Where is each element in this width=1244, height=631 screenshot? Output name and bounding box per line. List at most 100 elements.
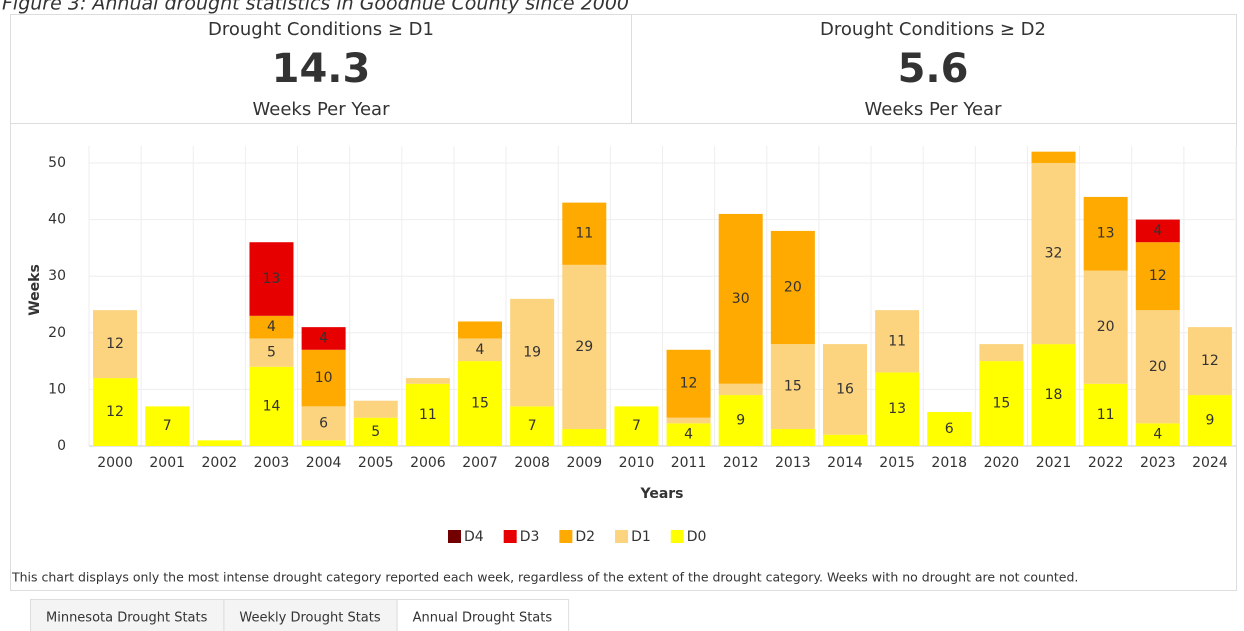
- segment-label: 13: [888, 401, 906, 417]
- segment-label: 4: [1153, 223, 1162, 239]
- segment-label: 30: [732, 291, 750, 307]
- segment-label: 15: [471, 396, 489, 412]
- legend-swatch: [615, 530, 629, 543]
- x-tick-label: 2000: [97, 455, 133, 471]
- legend-swatch: [559, 530, 573, 543]
- stat-unit: Weeks Per Year: [253, 99, 391, 120]
- segment-label: 20: [784, 280, 802, 296]
- x-tick-label: 2010: [619, 455, 655, 471]
- bar-segment: [770, 429, 815, 446]
- legend-label: D1: [631, 529, 651, 545]
- x-tick-label: 2003: [254, 455, 290, 471]
- stat-value: 5.6: [898, 46, 969, 92]
- stat-value: 14.3: [272, 46, 371, 92]
- bar-segment: [510, 406, 555, 446]
- bar-segment: [1083, 270, 1128, 384]
- bar-segment: [1031, 151, 1076, 163]
- segment-label: 4: [1153, 427, 1162, 443]
- segment-label: 19: [523, 345, 541, 361]
- segment-label: 5: [267, 345, 276, 361]
- tab-label: Annual Drought Stats: [413, 611, 553, 626]
- y-tick-label: 0: [57, 438, 66, 454]
- tab-box: [223, 599, 398, 631]
- legend-label: D0: [687, 529, 707, 545]
- bar-segment: [1083, 383, 1128, 446]
- segment-label: 4: [476, 342, 485, 358]
- bar-segment: [1187, 395, 1232, 446]
- bar-segment: [1135, 242, 1180, 311]
- x-tick-label: 2008: [514, 455, 550, 471]
- bar-segment: [1135, 310, 1180, 424]
- segment-label: 9: [1205, 413, 1214, 429]
- segment-label: 11: [419, 407, 437, 423]
- x-tick-label: 2007: [462, 455, 498, 471]
- x-tick-label: 2020: [984, 455, 1020, 471]
- bar-segment: [770, 230, 815, 345]
- tab-label: Weekly Drought Stats: [239, 611, 380, 626]
- segment-label: 11: [888, 333, 906, 349]
- segment-label: 12: [106, 404, 124, 420]
- x-tick-label: 2023: [1140, 455, 1176, 471]
- bar-segment: [301, 349, 346, 407]
- tab-bar: Minnesota Drought Stats Weekly Drought St…: [30, 599, 570, 631]
- bar-segment: [770, 344, 815, 430]
- x-tick-label: 2021: [1036, 455, 1072, 471]
- bar-segment: [979, 344, 1024, 362]
- y-tick-label: 10: [48, 381, 66, 397]
- bar-segment: [353, 417, 398, 446]
- segment-label: 11: [1097, 407, 1115, 423]
- bar-segment: [405, 383, 450, 446]
- legend-swatch: [670, 530, 684, 543]
- tab[interactable]: Weekly Drought Stats: [223, 599, 398, 631]
- segment-label: 4: [319, 330, 328, 346]
- x-tick-label: 2024: [1192, 455, 1228, 471]
- bar-segment: [562, 429, 607, 446]
- segment-label: 9: [736, 413, 745, 429]
- bar-segment: [249, 338, 294, 367]
- segment-label: 12: [1201, 353, 1219, 369]
- figure-caption: Figure 3: Annual drought statistics in G…: [2, 0, 629, 15]
- bar-segment: [875, 310, 920, 373]
- bar-segment: [93, 378, 138, 446]
- bar-segment: [458, 338, 503, 362]
- legend-label: D2: [575, 529, 595, 545]
- bar-segment: [197, 440, 242, 446]
- segment-label: 5: [371, 424, 380, 440]
- segment-label: 14: [263, 398, 281, 414]
- segment-label: 29: [575, 339, 593, 355]
- bar-segment: [1135, 423, 1180, 446]
- bar-segment: [1083, 196, 1128, 271]
- x-tick-label: 2002: [202, 455, 238, 471]
- bar-segment: [562, 264, 607, 430]
- x-tick-label: 2005: [358, 455, 394, 471]
- x-tick-label: 2006: [410, 455, 446, 471]
- bar-segment: [145, 406, 190, 446]
- tab-box: [396, 599, 570, 631]
- tab[interactable]: Annual Drought Stats: [396, 599, 570, 631]
- segment-label: 4: [267, 319, 276, 335]
- stat-label: Drought Conditions ≥ D1: [208, 19, 434, 40]
- bar-segment: [1187, 327, 1232, 396]
- segment-label: 15: [784, 379, 802, 395]
- y-tick-label: 30: [48, 268, 66, 284]
- stat-label: Drought Conditions ≥ D2: [820, 19, 1046, 40]
- tab[interactable]: Minnesota Drought Stats: [30, 599, 225, 631]
- legend-swatch: [503, 530, 517, 543]
- segment-label: 13: [1097, 226, 1115, 242]
- bar-segment: [1031, 344, 1076, 446]
- segment-label: 13: [263, 271, 281, 287]
- bar-segment: [249, 242, 294, 316]
- bar-segment: [979, 361, 1024, 446]
- y-tick-label: 20: [48, 325, 66, 341]
- segment-label: 15: [992, 396, 1010, 412]
- segment-label: 16: [836, 381, 854, 397]
- x-tick-label: 2009: [566, 455, 602, 471]
- bar-segment: [249, 366, 294, 446]
- x-tick-label: 2013: [775, 455, 811, 471]
- bar-segment: [666, 423, 711, 446]
- footnote: This chart displays only the most intens…: [11, 570, 1078, 585]
- bar-segment: [353, 400, 398, 418]
- x-tick-label: 2018: [931, 455, 967, 471]
- bar-segment: [301, 327, 346, 350]
